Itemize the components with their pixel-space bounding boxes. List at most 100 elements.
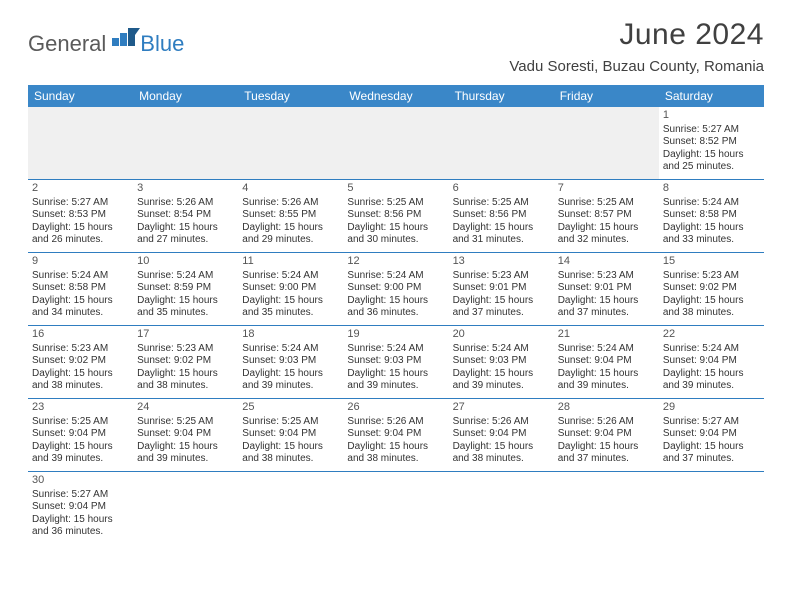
day-cell-13: 13Sunrise: 5:23 AMSunset: 9:01 PMDayligh… (449, 253, 554, 325)
empty-cell (238, 472, 343, 544)
sunrise-text: Sunrise: 5:24 AM (558, 343, 655, 356)
sunrise-text: Sunrise: 5:24 AM (32, 270, 129, 283)
day-number: 17 (137, 328, 234, 342)
day2-text: and 38 minutes. (453, 453, 550, 466)
day-cell-16: 16Sunrise: 5:23 AMSunset: 9:02 PMDayligh… (28, 326, 133, 398)
day-cell-4: 4Sunrise: 5:26 AMSunset: 8:55 PMDaylight… (238, 180, 343, 252)
day2-text: and 39 minutes. (663, 380, 760, 393)
day-number: 23 (32, 401, 129, 415)
sunrise-text: Sunrise: 5:26 AM (347, 416, 444, 429)
logo: General Blue (28, 26, 184, 61)
day-cell-28: 28Sunrise: 5:26 AMSunset: 9:04 PMDayligh… (554, 399, 659, 471)
day2-text: and 37 minutes. (558, 307, 655, 320)
day-cell-25: 25Sunrise: 5:25 AMSunset: 9:04 PMDayligh… (238, 399, 343, 471)
day2-text: and 38 minutes. (347, 453, 444, 466)
weekday-sunday: Sunday (28, 85, 133, 107)
day1-text: Daylight: 15 hours (347, 222, 444, 235)
day-number: 28 (558, 401, 655, 415)
day1-text: Daylight: 15 hours (242, 222, 339, 235)
month-title: June 2024 (509, 18, 764, 52)
sunset-text: Sunset: 8:53 PM (32, 209, 129, 222)
day2-text: and 34 minutes. (32, 307, 129, 320)
day1-text: Daylight: 15 hours (242, 441, 339, 454)
day1-text: Daylight: 15 hours (663, 441, 760, 454)
day-number: 10 (137, 255, 234, 269)
day-cell-30: 30Sunrise: 5:27 AMSunset: 9:04 PMDayligh… (28, 472, 133, 544)
sunset-text: Sunset: 8:57 PM (558, 209, 655, 222)
day1-text: Daylight: 15 hours (453, 222, 550, 235)
week-row: 16Sunrise: 5:23 AMSunset: 9:02 PMDayligh… (28, 326, 764, 399)
day1-text: Daylight: 15 hours (453, 368, 550, 381)
weekday-wednesday: Wednesday (343, 85, 448, 107)
day-number: 21 (558, 328, 655, 342)
title-block: June 2024 Vadu Soresti, Buzau County, Ro… (509, 18, 764, 75)
day-number: 27 (453, 401, 550, 415)
day-number: 3 (137, 182, 234, 196)
empty-cell (238, 107, 343, 179)
sunset-text: Sunset: 9:02 PM (663, 282, 760, 295)
day1-text: Daylight: 15 hours (242, 295, 339, 308)
day2-text: and 37 minutes. (453, 307, 550, 320)
day1-text: Daylight: 15 hours (663, 222, 760, 235)
empty-cell (133, 472, 238, 544)
day-number: 12 (347, 255, 444, 269)
day2-text: and 39 minutes. (242, 380, 339, 393)
day-number: 29 (663, 401, 760, 415)
day2-text: and 31 minutes. (453, 234, 550, 247)
sunrise-text: Sunrise: 5:26 AM (242, 197, 339, 210)
day2-text: and 32 minutes. (558, 234, 655, 247)
day-number: 6 (453, 182, 550, 196)
day2-text: and 35 minutes. (137, 307, 234, 320)
weekday-monday: Monday (133, 85, 238, 107)
day1-text: Daylight: 15 hours (558, 222, 655, 235)
day1-text: Daylight: 15 hours (453, 295, 550, 308)
sunrise-text: Sunrise: 5:24 AM (663, 197, 760, 210)
sunset-text: Sunset: 9:03 PM (242, 355, 339, 368)
sunrise-text: Sunrise: 5:27 AM (663, 416, 760, 429)
sunrise-text: Sunrise: 5:26 AM (558, 416, 655, 429)
location-text: Vadu Soresti, Buzau County, Romania (509, 58, 764, 75)
sunrise-text: Sunrise: 5:27 AM (32, 489, 129, 502)
day1-text: Daylight: 15 hours (32, 514, 129, 527)
empty-cell (343, 472, 448, 544)
day1-text: Daylight: 15 hours (663, 149, 760, 162)
day1-text: Daylight: 15 hours (347, 441, 444, 454)
day-number: 4 (242, 182, 339, 196)
sunrise-text: Sunrise: 5:24 AM (242, 270, 339, 283)
weekday-friday: Friday (554, 85, 659, 107)
sunset-text: Sunset: 8:52 PM (663, 136, 760, 149)
day-number: 16 (32, 328, 129, 342)
sunset-text: Sunset: 8:56 PM (453, 209, 550, 222)
day2-text: and 38 minutes. (242, 453, 339, 466)
sunrise-text: Sunrise: 5:23 AM (663, 270, 760, 283)
day-number: 13 (453, 255, 550, 269)
sunrise-text: Sunrise: 5:25 AM (32, 416, 129, 429)
day-number: 7 (558, 182, 655, 196)
empty-cell (28, 107, 133, 179)
day-number: 18 (242, 328, 339, 342)
week-row: 23Sunrise: 5:25 AMSunset: 9:04 PMDayligh… (28, 399, 764, 472)
sunset-text: Sunset: 9:03 PM (347, 355, 444, 368)
sunset-text: Sunset: 8:58 PM (32, 282, 129, 295)
day-cell-5: 5Sunrise: 5:25 AMSunset: 8:56 PMDaylight… (343, 180, 448, 252)
sunrise-text: Sunrise: 5:23 AM (453, 270, 550, 283)
day-number: 22 (663, 328, 760, 342)
sunset-text: Sunset: 8:58 PM (663, 209, 760, 222)
day1-text: Daylight: 15 hours (663, 295, 760, 308)
logo-text-blue: Blue (140, 31, 184, 57)
sunrise-text: Sunrise: 5:24 AM (137, 270, 234, 283)
day1-text: Daylight: 15 hours (558, 295, 655, 308)
day-cell-22: 22Sunrise: 5:24 AMSunset: 9:04 PMDayligh… (659, 326, 764, 398)
day1-text: Daylight: 15 hours (32, 368, 129, 381)
sunrise-text: Sunrise: 5:25 AM (137, 416, 234, 429)
sunset-text: Sunset: 9:04 PM (558, 355, 655, 368)
empty-cell (133, 107, 238, 179)
sunset-text: Sunset: 8:55 PM (242, 209, 339, 222)
day-cell-23: 23Sunrise: 5:25 AMSunset: 9:04 PMDayligh… (28, 399, 133, 471)
sunrise-text: Sunrise: 5:23 AM (32, 343, 129, 356)
day-cell-19: 19Sunrise: 5:24 AMSunset: 9:03 PMDayligh… (343, 326, 448, 398)
sunrise-text: Sunrise: 5:24 AM (347, 343, 444, 356)
day2-text: and 39 minutes. (347, 380, 444, 393)
sunrise-text: Sunrise: 5:24 AM (453, 343, 550, 356)
weekday-tuesday: Tuesday (238, 85, 343, 107)
